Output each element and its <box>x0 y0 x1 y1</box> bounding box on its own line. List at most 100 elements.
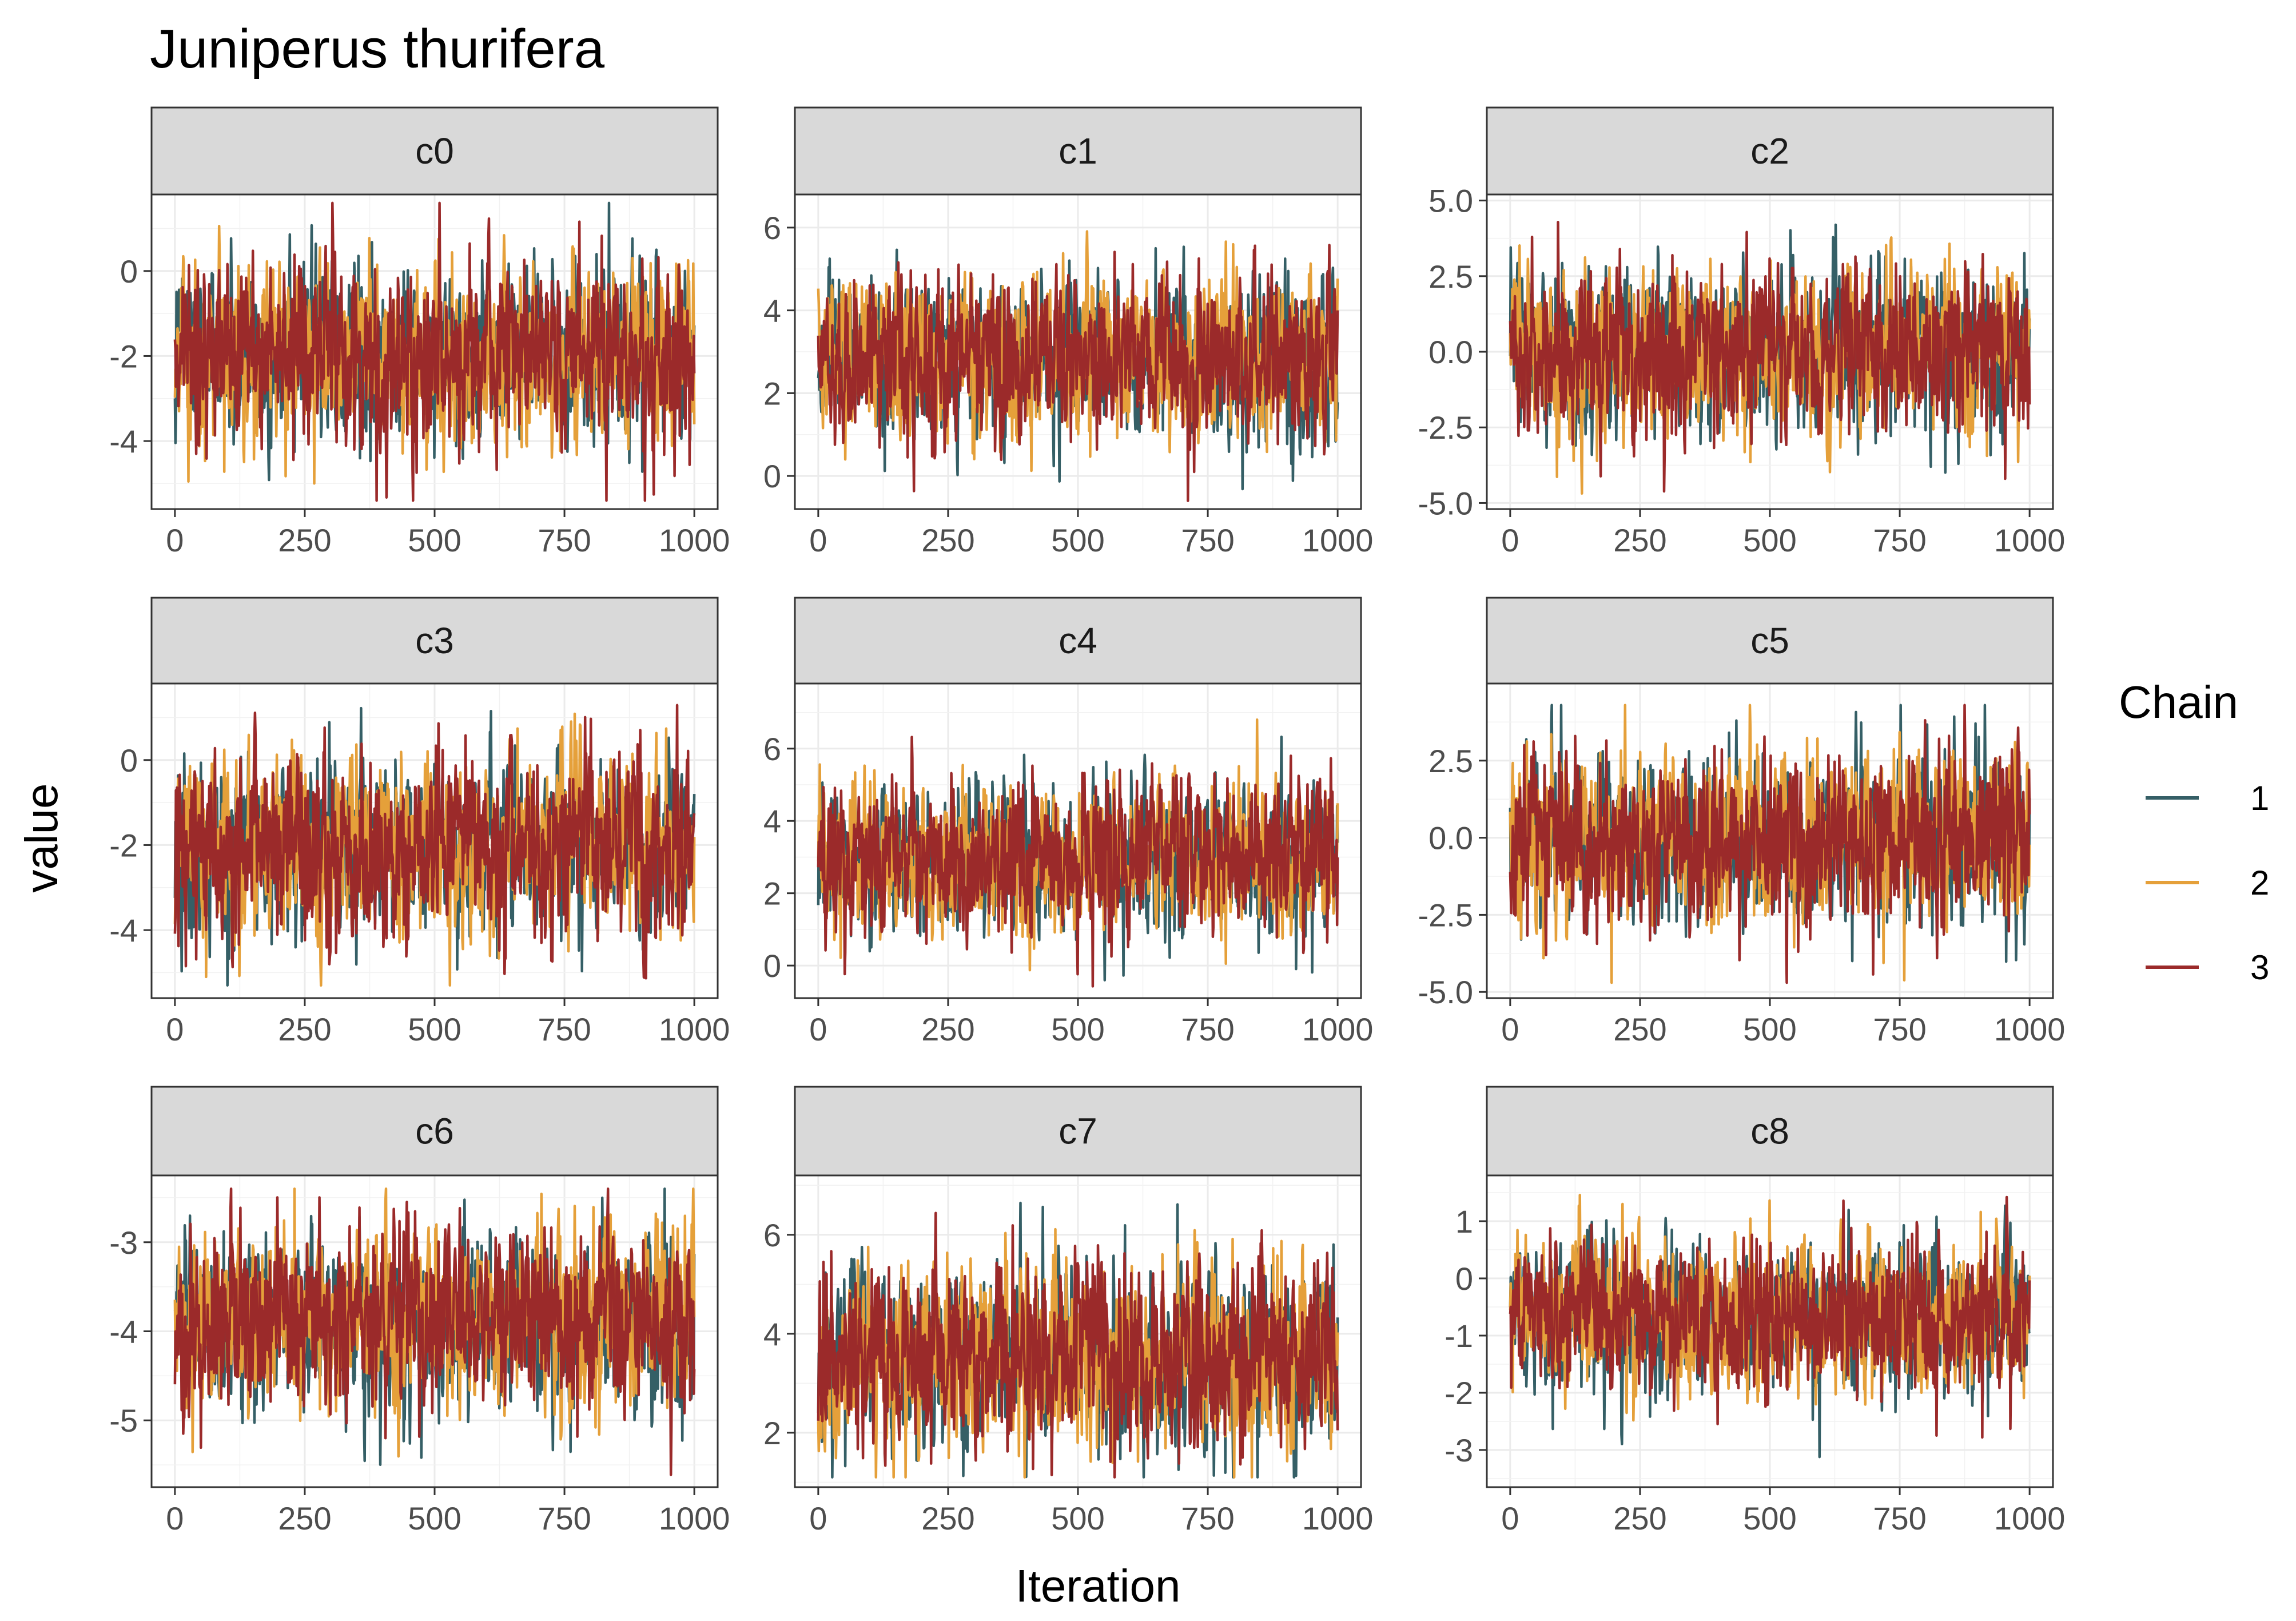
y-tick-label: -5.0 <box>1418 974 1474 1010</box>
trace-chain-3-c3 <box>173 704 696 980</box>
y-tick-label: 1 <box>1455 1203 1473 1239</box>
y-tick-label: 0.0 <box>1428 820 1473 856</box>
x-tick-label: 250 <box>1613 1500 1666 1536</box>
legend-title: Chain <box>2119 677 2238 728</box>
y-tick-label: 0 <box>763 948 781 984</box>
x-tick-label: 0 <box>1501 1011 1519 1047</box>
trace-chain-3-c1 <box>817 244 1339 502</box>
x-tick-label: 750 <box>538 1500 591 1536</box>
x-tick-label: 500 <box>1051 522 1104 558</box>
y-tick-label: 0.0 <box>1428 334 1473 370</box>
x-tick-label: 1000 <box>1302 1500 1374 1536</box>
x-tick-label: 500 <box>1051 1500 1104 1536</box>
trace-chain-3-c6 <box>173 1187 696 1476</box>
x-tick-label: 250 <box>1613 522 1666 558</box>
y-tick-label: -4 <box>109 1314 138 1350</box>
trace-chain-3-c0 <box>173 201 696 502</box>
x-tick-label: 500 <box>408 522 461 558</box>
strip-label-c6: c6 <box>415 1111 454 1152</box>
strip-label-c4: c4 <box>1059 620 1097 661</box>
x-tick-label: 1000 <box>1994 1500 2066 1536</box>
y-tick-label: 5.0 <box>1428 183 1473 219</box>
x-tick-label: 1000 <box>659 522 730 558</box>
x-tick-label: 750 <box>1873 522 1926 558</box>
x-tick-label: 500 <box>1743 1500 1796 1536</box>
y-tick-label: -2.5 <box>1418 410 1474 446</box>
y-tick-label: 0 <box>763 458 781 494</box>
y-tick-label: -2 <box>109 827 138 863</box>
x-tick-label: 750 <box>1181 1011 1234 1047</box>
traces-c2 <box>1509 221 2031 495</box>
x-tick-label: 500 <box>408 1500 461 1536</box>
y-tick-label: 4 <box>763 1316 781 1352</box>
y-tick-label: 4 <box>763 803 781 839</box>
y-tick-label: 4 <box>763 293 781 329</box>
y-tick-label: 2 <box>763 1415 781 1451</box>
x-tick-label: 500 <box>1743 522 1796 558</box>
trace-chain-3-c8 <box>1509 1195 2031 1439</box>
traces-c3 <box>173 704 696 987</box>
strip-c2 <box>1486 106 2054 196</box>
strip-c6 <box>150 1086 719 1177</box>
trace-chain-3-c4 <box>817 736 1339 988</box>
y-tick-label: -3 <box>1445 1432 1473 1468</box>
facet-c3: c3 0 250 500 750 1000 0 -2 -4 <box>109 597 730 1047</box>
x-tick-label: 0 <box>166 1500 184 1536</box>
x-tick-label: 1000 <box>659 1500 730 1536</box>
strip-c4 <box>794 597 1362 685</box>
x-tick-label: 0 <box>1501 522 1519 558</box>
y-tick-label: 2 <box>763 375 781 411</box>
y-tick-label: 0 <box>1455 1261 1473 1297</box>
strip-c1 <box>794 106 1362 196</box>
x-tick-label: 1000 <box>659 1011 730 1047</box>
facet-c6: c6 0 250 500 750 1000 -3 -4 -5 <box>109 1086 730 1536</box>
traces-c1 <box>817 230 1339 502</box>
x-tick-label: 1000 <box>1994 1011 2066 1047</box>
y-tick-label: 6 <box>763 210 781 246</box>
facet-c0: c0 0 250 500 750 1000 0 -2 -4 <box>109 106 730 558</box>
x-tick-label: 750 <box>538 522 591 558</box>
strip-label-c5: c5 <box>1750 620 1789 661</box>
strip-c5 <box>1486 597 2054 685</box>
y-tick-label: -3 <box>109 1225 138 1261</box>
strip-c8 <box>1486 1086 2054 1177</box>
x-tick-label: 0 <box>809 1500 827 1536</box>
x-tick-label: 750 <box>1181 1500 1234 1536</box>
x-tick-label: 1000 <box>1302 522 1374 558</box>
y-tick-label: 6 <box>763 731 781 767</box>
x-tick-label: 500 <box>408 1011 461 1047</box>
y-tick-label: 2 <box>763 876 781 912</box>
legend-label-chain-2: 2 <box>2250 864 2269 902</box>
x-tick-label: 250 <box>921 1011 974 1047</box>
strip-label-c8: c8 <box>1750 1111 1789 1152</box>
traces-c8 <box>1509 1194 2031 1459</box>
y-axis-label: value <box>16 783 67 892</box>
x-tick-label: 250 <box>278 1011 331 1047</box>
chart-title: Juniperus thurifera <box>150 18 605 80</box>
x-tick-label: 750 <box>538 1011 591 1047</box>
facet-c4: c4 0 250 500 750 1000 6 4 2 0 <box>763 597 1373 1047</box>
x-tick-label: 500 <box>1051 1011 1104 1047</box>
facet-c2: c2 0 250 500 750 1000 5.0 2.5 0.0 -2.5 -5.0 <box>1418 106 2066 558</box>
x-tick-label: 500 <box>1743 1011 1796 1047</box>
y-tick-label: -2 <box>1445 1375 1473 1411</box>
facet-c5: c5 0 250 500 750 1000 2.5 0.0 -2.5 -5.0 <box>1418 597 2066 1047</box>
strip-label-c2: c2 <box>1750 130 1789 172</box>
x-tick-label: 250 <box>921 1500 974 1536</box>
y-tick-label: -5.0 <box>1418 485 1474 521</box>
x-tick-label: 250 <box>921 522 974 558</box>
y-tick-label: 0 <box>120 742 138 778</box>
strip-c7 <box>794 1086 1362 1177</box>
traces-c6 <box>173 1187 696 1476</box>
strip-label-c7: c7 <box>1059 1111 1097 1152</box>
x-tick-label: 0 <box>166 1011 184 1047</box>
facet-c7: c7 0 250 500 750 1000 6 4 2 <box>763 1086 1374 1536</box>
x-tick-label: 1000 <box>1994 522 2066 558</box>
x-tick-label: 0 <box>809 522 827 558</box>
y-tick-label: -5 <box>109 1403 138 1439</box>
trace-chain-3-c2 <box>1509 221 2031 493</box>
trace-chain-3-c5 <box>1509 704 2031 984</box>
y-tick-label: -4 <box>109 912 138 948</box>
